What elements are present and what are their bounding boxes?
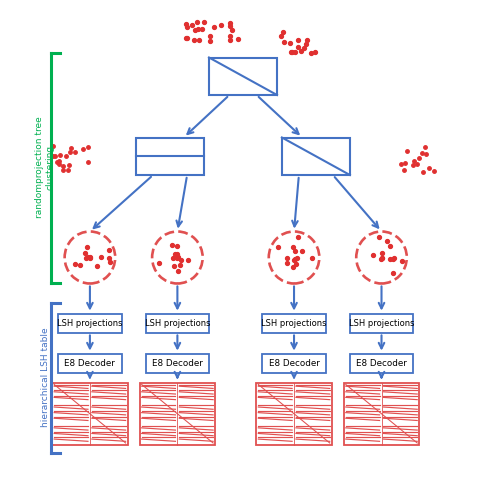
- Bar: [209, 58, 277, 95]
- Text: LSH projections: LSH projections: [349, 318, 414, 328]
- Bar: [146, 354, 209, 372]
- Bar: [140, 382, 215, 445]
- Text: randomprojection tree
clustering: randomprojection tree clustering: [35, 116, 55, 218]
- Bar: [282, 138, 350, 175]
- Bar: [257, 382, 331, 445]
- Text: LSH projections: LSH projections: [261, 318, 327, 328]
- Bar: [350, 314, 413, 332]
- Bar: [350, 354, 413, 372]
- Bar: [344, 382, 419, 445]
- Bar: [136, 138, 204, 175]
- Text: LSH projections: LSH projections: [145, 318, 210, 328]
- Bar: [58, 314, 122, 332]
- Text: E8 Decoder: E8 Decoder: [356, 358, 407, 368]
- Bar: [52, 382, 127, 445]
- Bar: [58, 354, 122, 372]
- Text: E8 Decoder: E8 Decoder: [269, 358, 319, 368]
- Text: E8 Decoder: E8 Decoder: [152, 358, 203, 368]
- Bar: [262, 314, 326, 332]
- Text: hierarchical LSH table: hierarchical LSH table: [41, 328, 50, 428]
- Bar: [262, 354, 326, 372]
- Text: LSH projections: LSH projections: [57, 318, 122, 328]
- Bar: [146, 314, 209, 332]
- Text: E8 Decoder: E8 Decoder: [65, 358, 115, 368]
